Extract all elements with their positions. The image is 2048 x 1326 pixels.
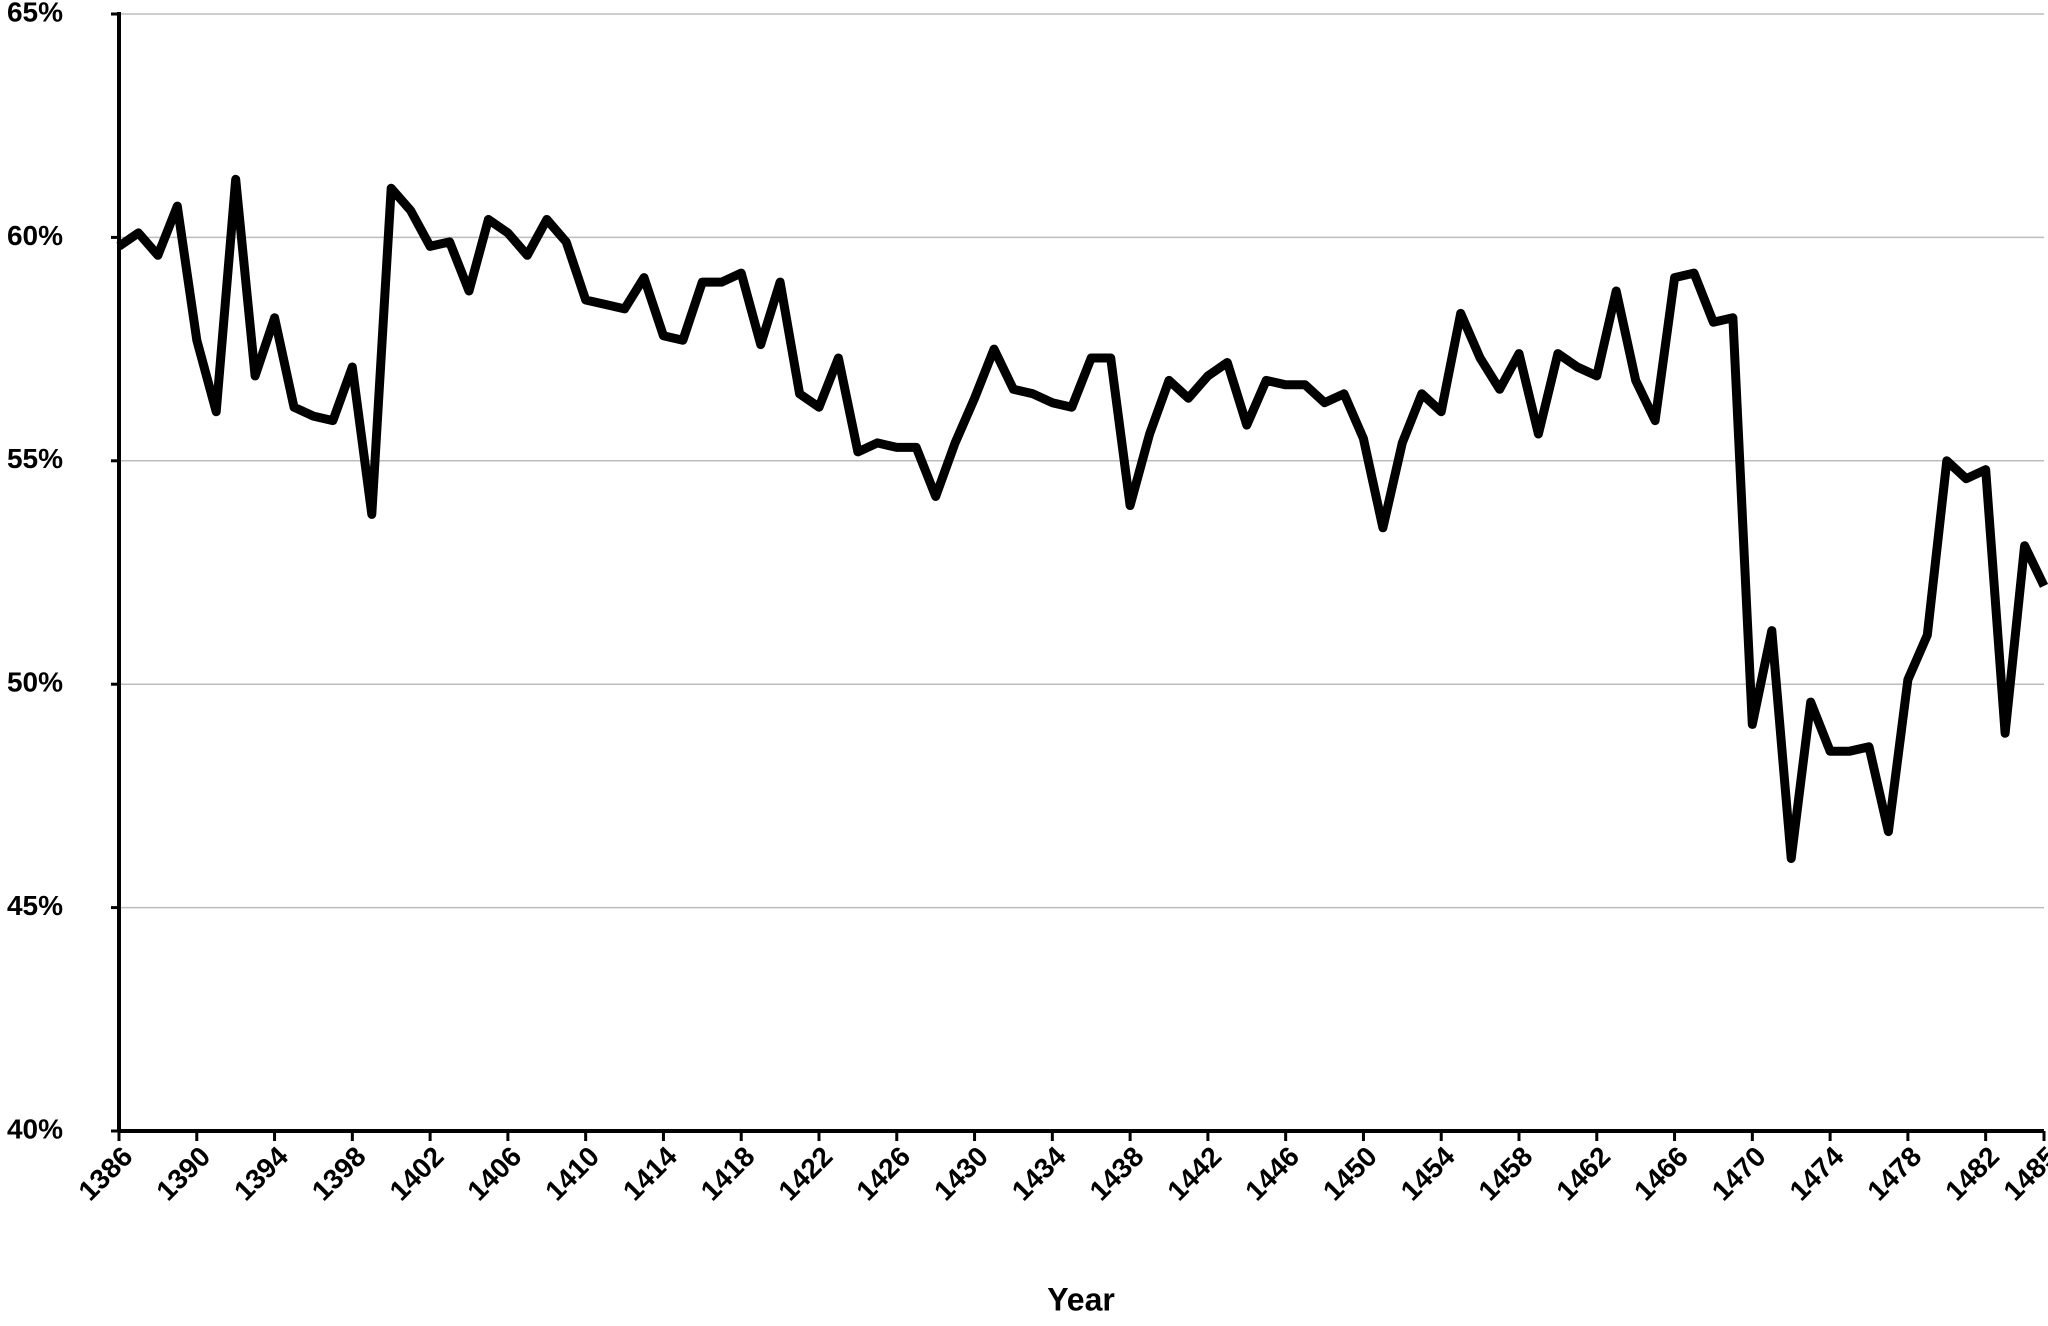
x-tick-label: 1398 [306,1141,372,1207]
y-tick-label: 40% [7,1113,63,1144]
y-tick-label: 65% [7,0,63,27]
y-tick-label: 60% [7,220,63,251]
data-line [116,174,2048,863]
x-tick-label: 1446 [1239,1141,1305,1207]
x-tick-label: 1438 [1084,1141,1150,1207]
x-tick-label: 1466 [1628,1141,1694,1207]
x-tick-label: 1410 [539,1141,605,1207]
x-tick-label: 1454 [1395,1140,1461,1206]
x-tick-label: 1474 [1784,1140,1850,1206]
y-tick-label: 50% [7,667,63,698]
x-tick-label: 1426 [850,1141,916,1207]
x-tick-label: 1422 [772,1141,838,1207]
x-tick-label: 1394 [228,1140,294,1206]
x-tick-label: 1390 [150,1141,216,1207]
x-tick-label: 1414 [617,1140,683,1206]
x-tick-label: 1470 [1706,1141,1772,1207]
x-axis-label: Year [1047,1281,1115,1317]
x-tick-label: 1434 [1006,1140,1072,1206]
x-tick-label: 1402 [384,1141,450,1207]
x-tick-label: 1478 [1861,1141,1927,1207]
y-tick-label: 55% [7,443,63,474]
x-tick-label: 1386 [72,1141,138,1207]
y-tick-label: 45% [7,890,63,921]
x-tick-label: 1450 [1317,1141,1383,1207]
x-tick-label: 1485 [1997,1141,2048,1207]
x-tick-label: 1482 [1939,1141,2005,1207]
x-tick-label: 1458 [1472,1141,1538,1207]
x-tick-label: 1430 [928,1141,994,1207]
x-tick-label: 1442 [1161,1141,1227,1207]
x-tick-label: 1462 [1550,1141,1616,1207]
x-tick-label: 1418 [695,1141,761,1207]
x-tick-label: 1406 [461,1141,527,1207]
